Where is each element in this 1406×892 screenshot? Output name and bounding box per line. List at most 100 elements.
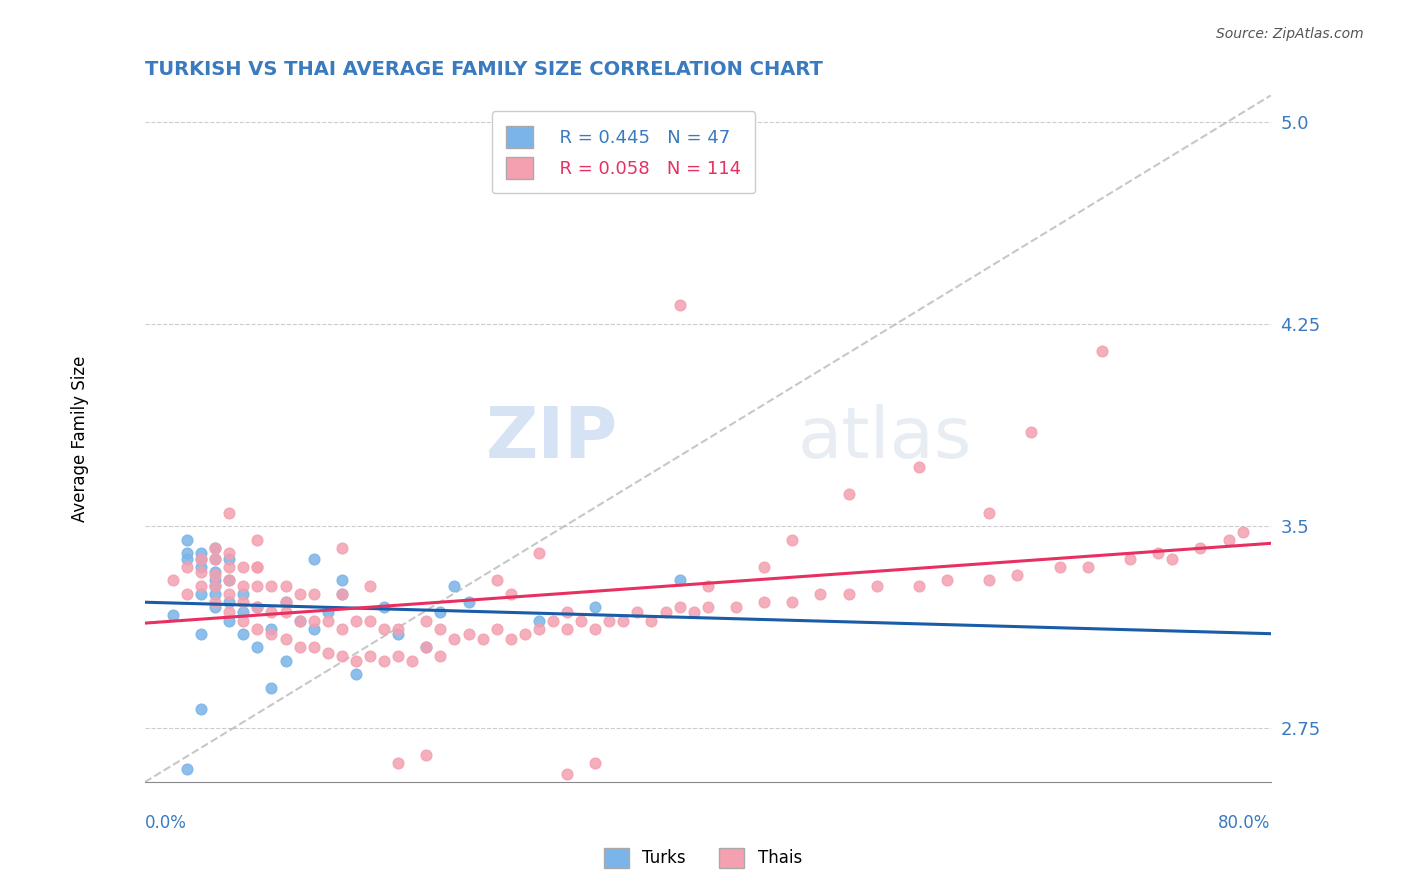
Point — [415, 748, 437, 763]
Point — [190, 702, 212, 716]
Point — [274, 578, 297, 592]
Point — [626, 606, 648, 620]
Point — [218, 586, 240, 600]
Point — [1119, 551, 1142, 566]
Point — [1218, 533, 1240, 547]
Point — [401, 654, 423, 668]
Point — [499, 586, 522, 600]
Point — [541, 614, 564, 628]
Text: ZIP: ZIP — [485, 404, 617, 474]
Point — [204, 567, 226, 582]
Point — [176, 551, 198, 566]
Text: atlas: atlas — [797, 404, 972, 474]
Point — [780, 533, 803, 547]
Point — [979, 573, 1001, 587]
Point — [204, 600, 226, 615]
Point — [387, 622, 409, 636]
Legend:   R = 0.445   N = 47,   R = 0.058   N = 114: R = 0.445 N = 47, R = 0.058 N = 114 — [492, 112, 755, 194]
Point — [176, 586, 198, 600]
Point — [387, 627, 409, 641]
Point — [373, 654, 395, 668]
Point — [204, 595, 226, 609]
Point — [218, 546, 240, 560]
Point — [330, 573, 353, 587]
Point — [527, 614, 550, 628]
Point — [429, 606, 451, 620]
Point — [344, 667, 367, 681]
Point — [190, 565, 212, 579]
Point — [527, 546, 550, 560]
Point — [752, 559, 775, 574]
Point — [274, 606, 297, 620]
Y-axis label: Average Family Size: Average Family Size — [72, 356, 89, 522]
Point — [527, 622, 550, 636]
Point — [555, 622, 578, 636]
Point — [1147, 546, 1170, 560]
Point — [274, 654, 297, 668]
Point — [218, 614, 240, 628]
Point — [232, 578, 254, 592]
Point — [176, 546, 198, 560]
Point — [330, 586, 353, 600]
Point — [190, 546, 212, 560]
Point — [316, 646, 339, 660]
Point — [837, 586, 859, 600]
Point — [443, 578, 465, 592]
Point — [1161, 551, 1184, 566]
Point — [260, 606, 283, 620]
Point — [246, 640, 269, 655]
Point — [232, 614, 254, 628]
Point — [1232, 524, 1254, 539]
Point — [190, 551, 212, 566]
Point — [330, 586, 353, 600]
Point — [752, 595, 775, 609]
Point — [485, 573, 508, 587]
Point — [471, 632, 494, 647]
Point — [344, 614, 367, 628]
Point — [302, 551, 325, 566]
Point — [204, 551, 226, 566]
Point — [330, 622, 353, 636]
Point — [204, 541, 226, 555]
Point — [359, 648, 381, 663]
Point — [246, 533, 269, 547]
Point — [162, 573, 184, 587]
Point — [190, 551, 212, 566]
Point — [232, 559, 254, 574]
Point — [583, 756, 606, 771]
Point — [302, 640, 325, 655]
Point — [316, 614, 339, 628]
Point — [457, 595, 479, 609]
Point — [288, 640, 311, 655]
Point — [485, 622, 508, 636]
Point — [162, 608, 184, 623]
Point — [373, 600, 395, 615]
Point — [176, 533, 198, 547]
Point — [668, 573, 690, 587]
Point — [176, 762, 198, 776]
Text: 80.0%: 80.0% — [1219, 814, 1271, 832]
Point — [415, 640, 437, 655]
Point — [780, 595, 803, 609]
Point — [359, 614, 381, 628]
Point — [330, 541, 353, 555]
Point — [302, 586, 325, 600]
Point — [246, 600, 269, 615]
Point — [204, 578, 226, 592]
Point — [176, 559, 198, 574]
Point — [232, 586, 254, 600]
Point — [274, 595, 297, 609]
Point — [387, 756, 409, 771]
Point — [218, 606, 240, 620]
Point — [190, 559, 212, 574]
Point — [654, 606, 676, 620]
Point — [232, 606, 254, 620]
Point — [302, 614, 325, 628]
Point — [302, 622, 325, 636]
Point — [246, 622, 269, 636]
Point — [457, 627, 479, 641]
Point — [668, 298, 690, 312]
Point — [555, 767, 578, 781]
Point — [1077, 559, 1099, 574]
Point — [668, 600, 690, 615]
